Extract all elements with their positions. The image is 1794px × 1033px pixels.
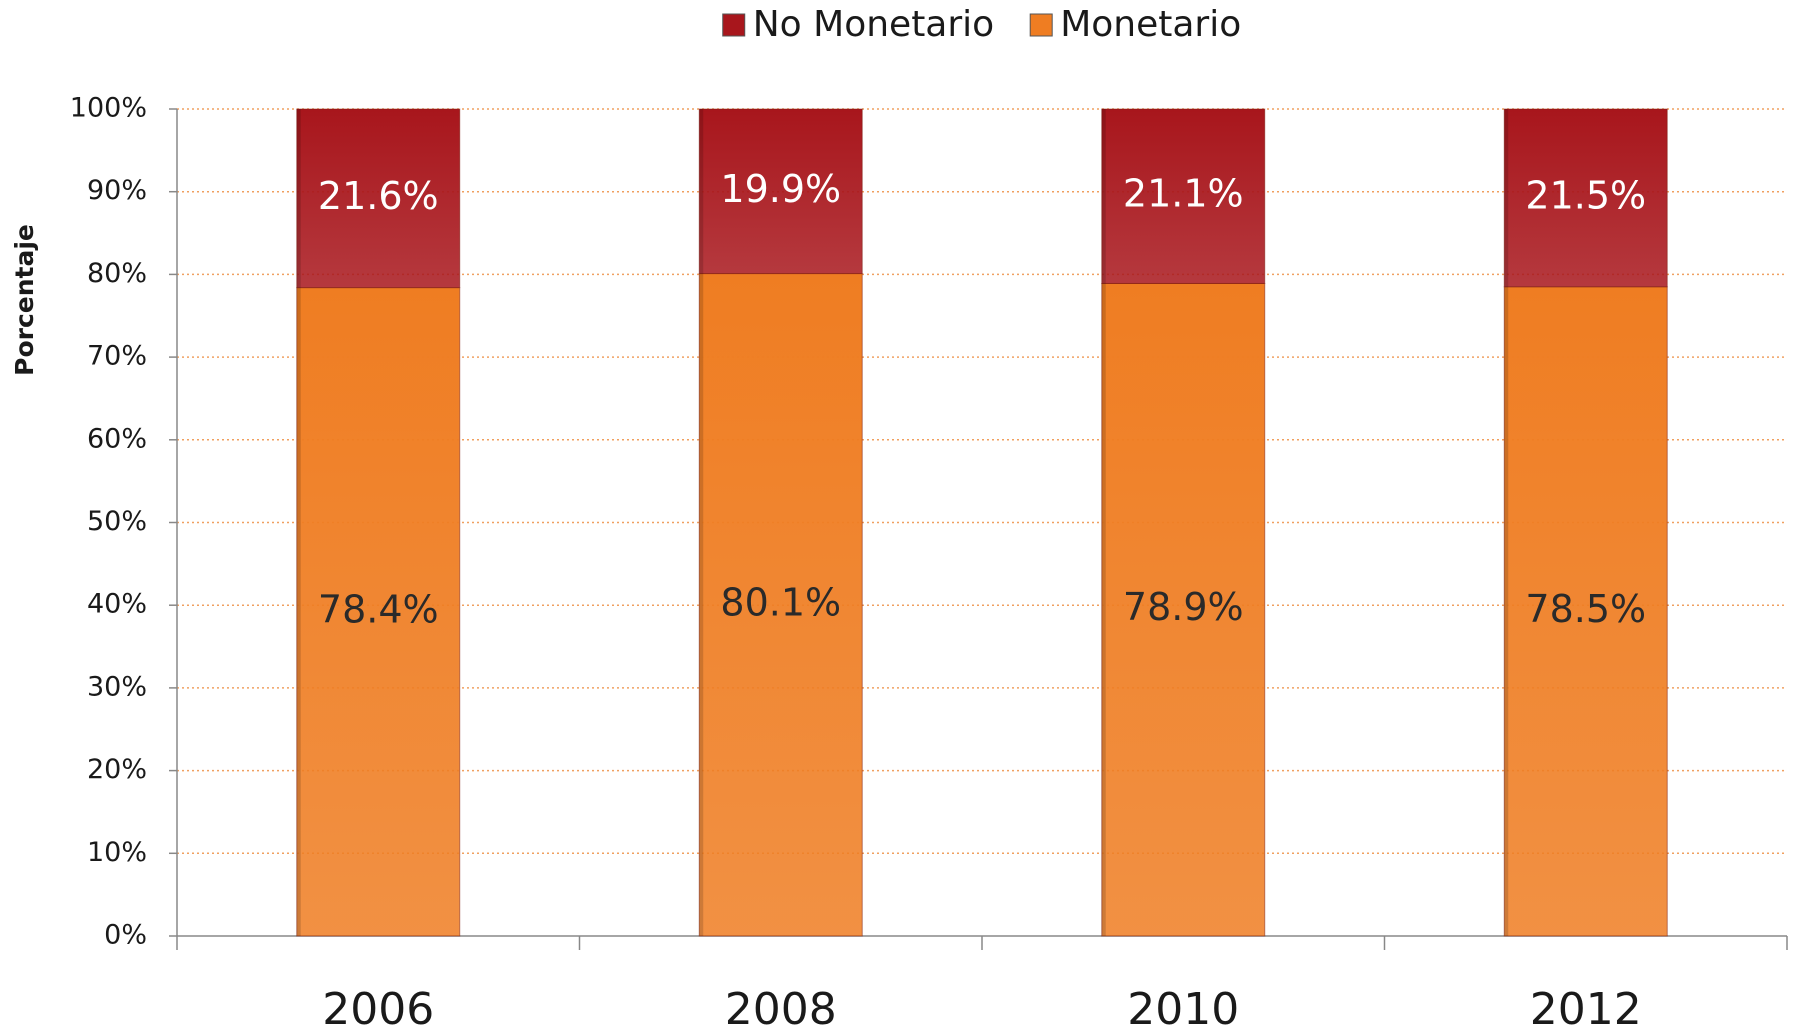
legend-label: Monetario	[1060, 4, 1241, 45]
bar-segment	[1101, 282, 1266, 937]
y-tick-label: 100%	[70, 93, 147, 124]
bar-shade	[296, 287, 301, 937]
bar-segment	[1503, 108, 1668, 288]
y-tick-label: 0%	[104, 920, 147, 951]
legend-swatch	[722, 13, 746, 37]
bar-segment	[1503, 286, 1668, 937]
legend-swatch	[1029, 13, 1053, 37]
bar-segment	[296, 287, 461, 937]
y-tick-label: 70%	[87, 341, 147, 372]
bar-shade	[699, 109, 704, 274]
bar-shade	[1504, 109, 1509, 287]
data-label: 80.1%	[720, 580, 841, 624]
bar-segment	[698, 273, 863, 937]
y-tick-label: 40%	[87, 589, 147, 620]
y-tick-label: 60%	[87, 423, 147, 454]
y-tick-label: 10%	[87, 837, 147, 868]
data-label: 78.9%	[1123, 585, 1244, 629]
y-axis-title: Porcentaje	[10, 224, 39, 376]
x-tick-label: 2008	[725, 984, 837, 1033]
y-tick-label: 20%	[87, 754, 147, 785]
y-tick-label: 80%	[87, 258, 147, 289]
bar-shade	[1101, 283, 1106, 936]
data-label: 21.5%	[1525, 173, 1646, 217]
bar-segment	[1101, 108, 1266, 284]
bar-shade	[1504, 286, 1509, 936]
y-tick-label: 90%	[87, 175, 147, 206]
x-tick-label: 2006	[322, 984, 434, 1033]
legend: No Monetario Monetario	[722, 4, 1241, 45]
bar-shade	[1101, 109, 1106, 284]
bar-segment	[296, 108, 461, 289]
legend-label: No Monetario	[753, 4, 994, 45]
data-label: 78.4%	[318, 587, 439, 631]
bar-shade	[699, 273, 704, 936]
x-tick-label: 2010	[1127, 984, 1239, 1033]
bar-segment	[698, 108, 863, 275]
y-tick-label: 50%	[87, 506, 147, 537]
bar-shade	[296, 109, 301, 288]
y-tick-label: 30%	[87, 671, 147, 702]
data-label: 21.1%	[1123, 172, 1244, 216]
x-tick-label: 2012	[1530, 984, 1642, 1033]
data-label: 78.5%	[1525, 587, 1646, 631]
data-label: 19.9%	[720, 167, 841, 211]
data-label: 21.6%	[318, 174, 439, 218]
